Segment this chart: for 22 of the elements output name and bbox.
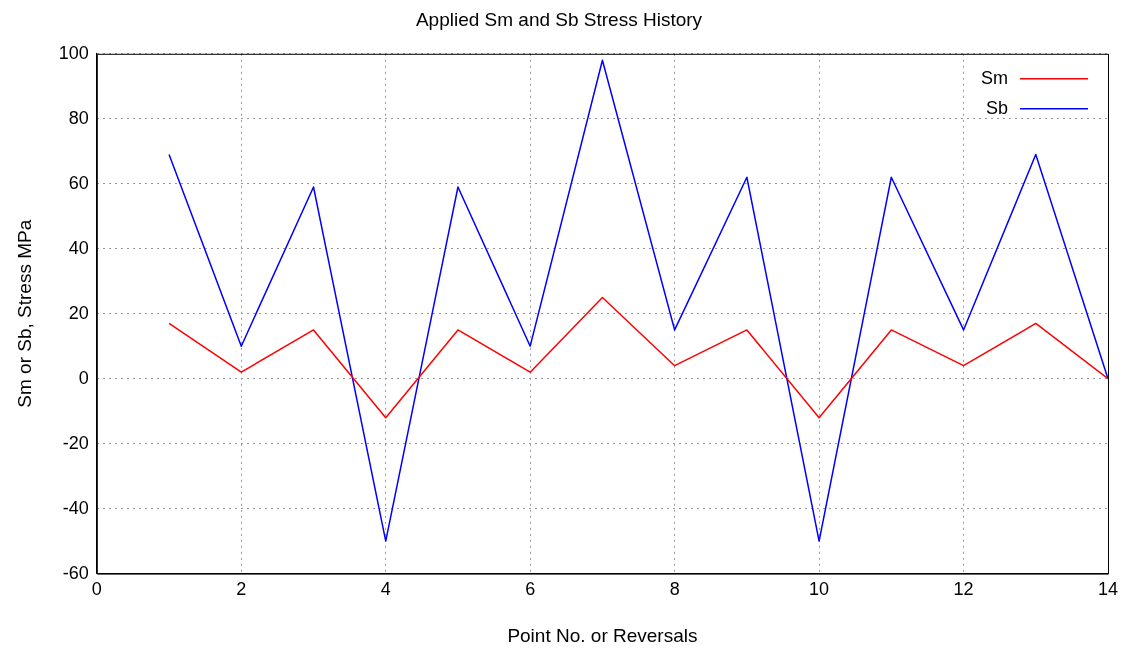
- x-axis-title: Point No. or Reversals: [507, 624, 698, 646]
- x-tick-label: 0: [91, 579, 102, 600]
- x-tick-label: 8: [669, 579, 680, 600]
- x-tick-label: 6: [525, 579, 536, 600]
- x-tick-label: 12: [953, 579, 974, 600]
- y-tick-label: 40: [68, 237, 89, 258]
- y-tick-label: 20: [68, 302, 89, 323]
- chart-title: Applied Sm and Sb Stress History: [415, 8, 703, 30]
- legend-label: Sb: [985, 97, 1008, 118]
- y-axis-title: Sm or Sb, Stress MPa: [13, 219, 35, 408]
- legend-label: Sm: [981, 67, 1008, 88]
- x-tick-label: 4: [380, 579, 391, 600]
- y-tick-label: 60: [68, 172, 89, 193]
- y-tick-label: -20: [62, 432, 89, 453]
- y-tick-label: -40: [62, 497, 89, 518]
- y-tick-label: 0: [78, 367, 89, 388]
- x-tick-label: 2: [236, 579, 247, 600]
- x-tick-label: 14: [1097, 579, 1119, 600]
- x-tick-label: 10: [809, 579, 830, 600]
- y-tick-label: 80: [68, 107, 89, 128]
- y-tick-label: -60: [62, 562, 89, 583]
- y-tick-label: 100: [58, 42, 89, 63]
